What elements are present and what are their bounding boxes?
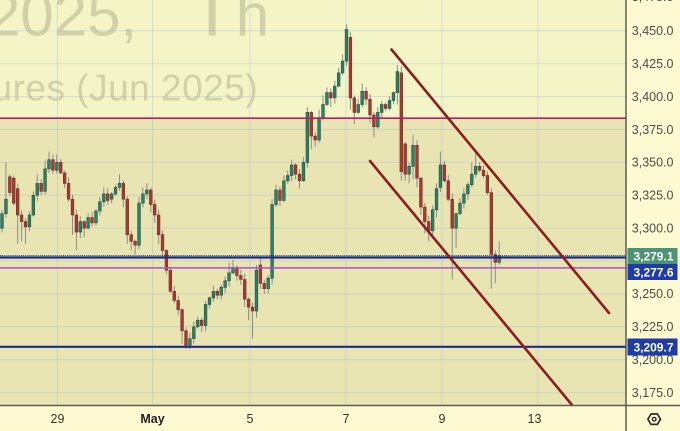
svg-text:3,400.0: 3,400.0 xyxy=(632,90,674,104)
svg-text:3,325.0: 3,325.0 xyxy=(632,189,674,203)
svg-text:3,277.6: 3,277.6 xyxy=(633,265,673,279)
svg-text:2025,: 2025, xyxy=(0,0,137,49)
svg-text:3,350.0: 3,350.0 xyxy=(632,156,674,170)
svg-text:3,425.0: 3,425.0 xyxy=(632,57,674,71)
svg-text:3,279.1: 3,279.1 xyxy=(633,249,673,263)
svg-text:h: h xyxy=(236,0,269,49)
svg-text:7: 7 xyxy=(343,412,350,426)
svg-text:3,475.0: 3,475.0 xyxy=(632,0,674,4)
svg-text:3,209.7: 3,209.7 xyxy=(633,340,673,354)
svg-text:3,375.0: 3,375.0 xyxy=(632,123,674,137)
svg-text:9: 9 xyxy=(439,412,446,426)
svg-text:5: 5 xyxy=(247,412,254,426)
svg-text:3,300.0: 3,300.0 xyxy=(632,221,674,235)
svg-text:13: 13 xyxy=(528,412,542,426)
svg-text:3,175.0: 3,175.0 xyxy=(632,386,674,400)
svg-text:3,250.0: 3,250.0 xyxy=(632,287,674,301)
svg-text:29: 29 xyxy=(51,412,65,426)
svg-text:May: May xyxy=(140,412,164,426)
svg-text:3,200.0: 3,200.0 xyxy=(632,353,674,367)
svg-text:3,450.0: 3,450.0 xyxy=(632,24,674,38)
svg-text:3,225.0: 3,225.0 xyxy=(632,320,674,334)
svg-text:ures (Jun 2025): ures (Jun 2025) xyxy=(0,68,258,109)
